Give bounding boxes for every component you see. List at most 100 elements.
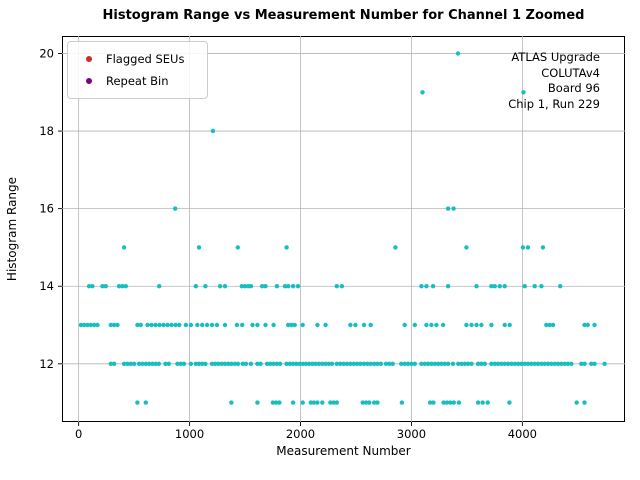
scatter-point: [248, 361, 254, 366]
scatter-point: [367, 400, 372, 405]
scatter-point: [559, 361, 564, 366]
flagged-seus-marker-icon: [86, 56, 92, 62]
scatter-point: [268, 361, 273, 366]
scatter-point: [558, 284, 563, 289]
scatter-point: [372, 361, 377, 366]
scatter-point: [549, 361, 554, 366]
scatter-point: [422, 361, 427, 366]
legend-label: Flagged SEUs: [106, 52, 185, 66]
scatter-point: [539, 361, 544, 366]
scatter-point: [525, 245, 531, 250]
scatter-point: [445, 206, 451, 211]
scatter-point: [451, 206, 456, 211]
scatter-point: [450, 361, 456, 366]
scatter-point: [338, 361, 343, 366]
scatter-point: [592, 361, 597, 366]
scatter-point: [310, 361, 315, 366]
scatter-point: [579, 361, 584, 366]
scatter-point: [348, 322, 353, 328]
scatter-point: [217, 284, 223, 289]
scatter-point: [183, 322, 189, 328]
scatter-point: [550, 322, 556, 328]
scatter-point: [157, 322, 162, 328]
scatter-point: [383, 361, 389, 366]
scatter-point: [121, 361, 127, 366]
scatter-point: [547, 322, 552, 328]
scatter-point: [193, 361, 198, 366]
y-tick-label: 18: [39, 124, 54, 138]
scatter-point: [545, 361, 551, 366]
scatter-point: [378, 361, 384, 366]
scatter-point: [242, 284, 248, 289]
scatter-point: [255, 361, 260, 366]
scatter-point: [474, 284, 479, 289]
scatter-point: [502, 322, 507, 328]
scatter-point: [263, 284, 268, 289]
scatter-point: [405, 361, 411, 366]
scatter-point: [474, 322, 479, 328]
scatter-point: [361, 361, 367, 366]
scatter-point: [219, 361, 224, 366]
scatter-point: [582, 361, 587, 366]
scatter-point: [263, 322, 268, 328]
scatter-point: [222, 361, 228, 366]
scatter-point: [569, 361, 574, 366]
legend-label: Repeat Bin: [106, 74, 169, 88]
y-tick-label: 20: [39, 46, 54, 60]
scatter-point: [439, 361, 444, 366]
scatter-point: [100, 284, 105, 289]
scatter-point: [489, 322, 494, 328]
scatter-point: [339, 284, 345, 289]
scatter-point: [355, 361, 360, 366]
scatter-point: [153, 361, 158, 366]
scatter-point: [353, 322, 358, 328]
scatter-point: [248, 284, 254, 289]
scatter-point: [284, 245, 289, 250]
scatter-point: [390, 361, 395, 366]
scatter-point: [204, 322, 210, 328]
scatter-point: [320, 400, 325, 405]
scatter-point: [464, 245, 469, 250]
legend-item-flagged-seus: Flagged SEUs: [76, 48, 197, 70]
scatter-point: [387, 361, 392, 366]
scatter-point: [602, 361, 607, 366]
scatter-point: [240, 361, 245, 366]
scatter-point: [412, 361, 417, 366]
scatter-point: [429, 361, 434, 366]
scatter-point: [210, 128, 216, 134]
scatter-point: [235, 361, 241, 366]
scatter-point: [323, 361, 328, 366]
annotation-line: COLUTAv4: [541, 65, 600, 80]
scatter-point: [489, 284, 494, 289]
scatter-point: [409, 361, 414, 366]
x-tick-label: 0: [75, 427, 82, 441]
scatter-point: [555, 361, 561, 366]
scatter-point: [589, 361, 594, 366]
scatter-point: [532, 361, 537, 366]
scatter-point: [444, 400, 450, 405]
scatter-point: [173, 322, 178, 328]
scatter-point: [286, 322, 291, 328]
scatter-point: [399, 361, 404, 366]
scatter-point: [465, 361, 471, 366]
scatter-point: [365, 361, 370, 366]
scatter-point: [274, 284, 280, 289]
scatter-point: [282, 284, 288, 289]
scatter-point: [209, 322, 215, 328]
scatter-point: [213, 361, 218, 366]
scatter-point: [360, 400, 365, 405]
scatter-point: [313, 361, 318, 366]
scatter-point: [535, 361, 541, 366]
scatter-point: [315, 400, 320, 405]
scatter-point: [464, 322, 469, 328]
scatter-point: [108, 361, 114, 366]
scatter-point: [375, 400, 380, 405]
scatter-point: [585, 322, 590, 328]
scatter-point: [289, 322, 294, 328]
x-tick-label: 2000: [286, 427, 315, 441]
scatter-point: [235, 245, 240, 250]
scatter-point: [515, 361, 521, 366]
scatter-point: [111, 361, 117, 366]
scatter-point: [402, 361, 407, 366]
